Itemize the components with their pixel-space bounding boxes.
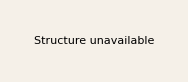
- Text: Structure unavailable: Structure unavailable: [34, 36, 154, 46]
